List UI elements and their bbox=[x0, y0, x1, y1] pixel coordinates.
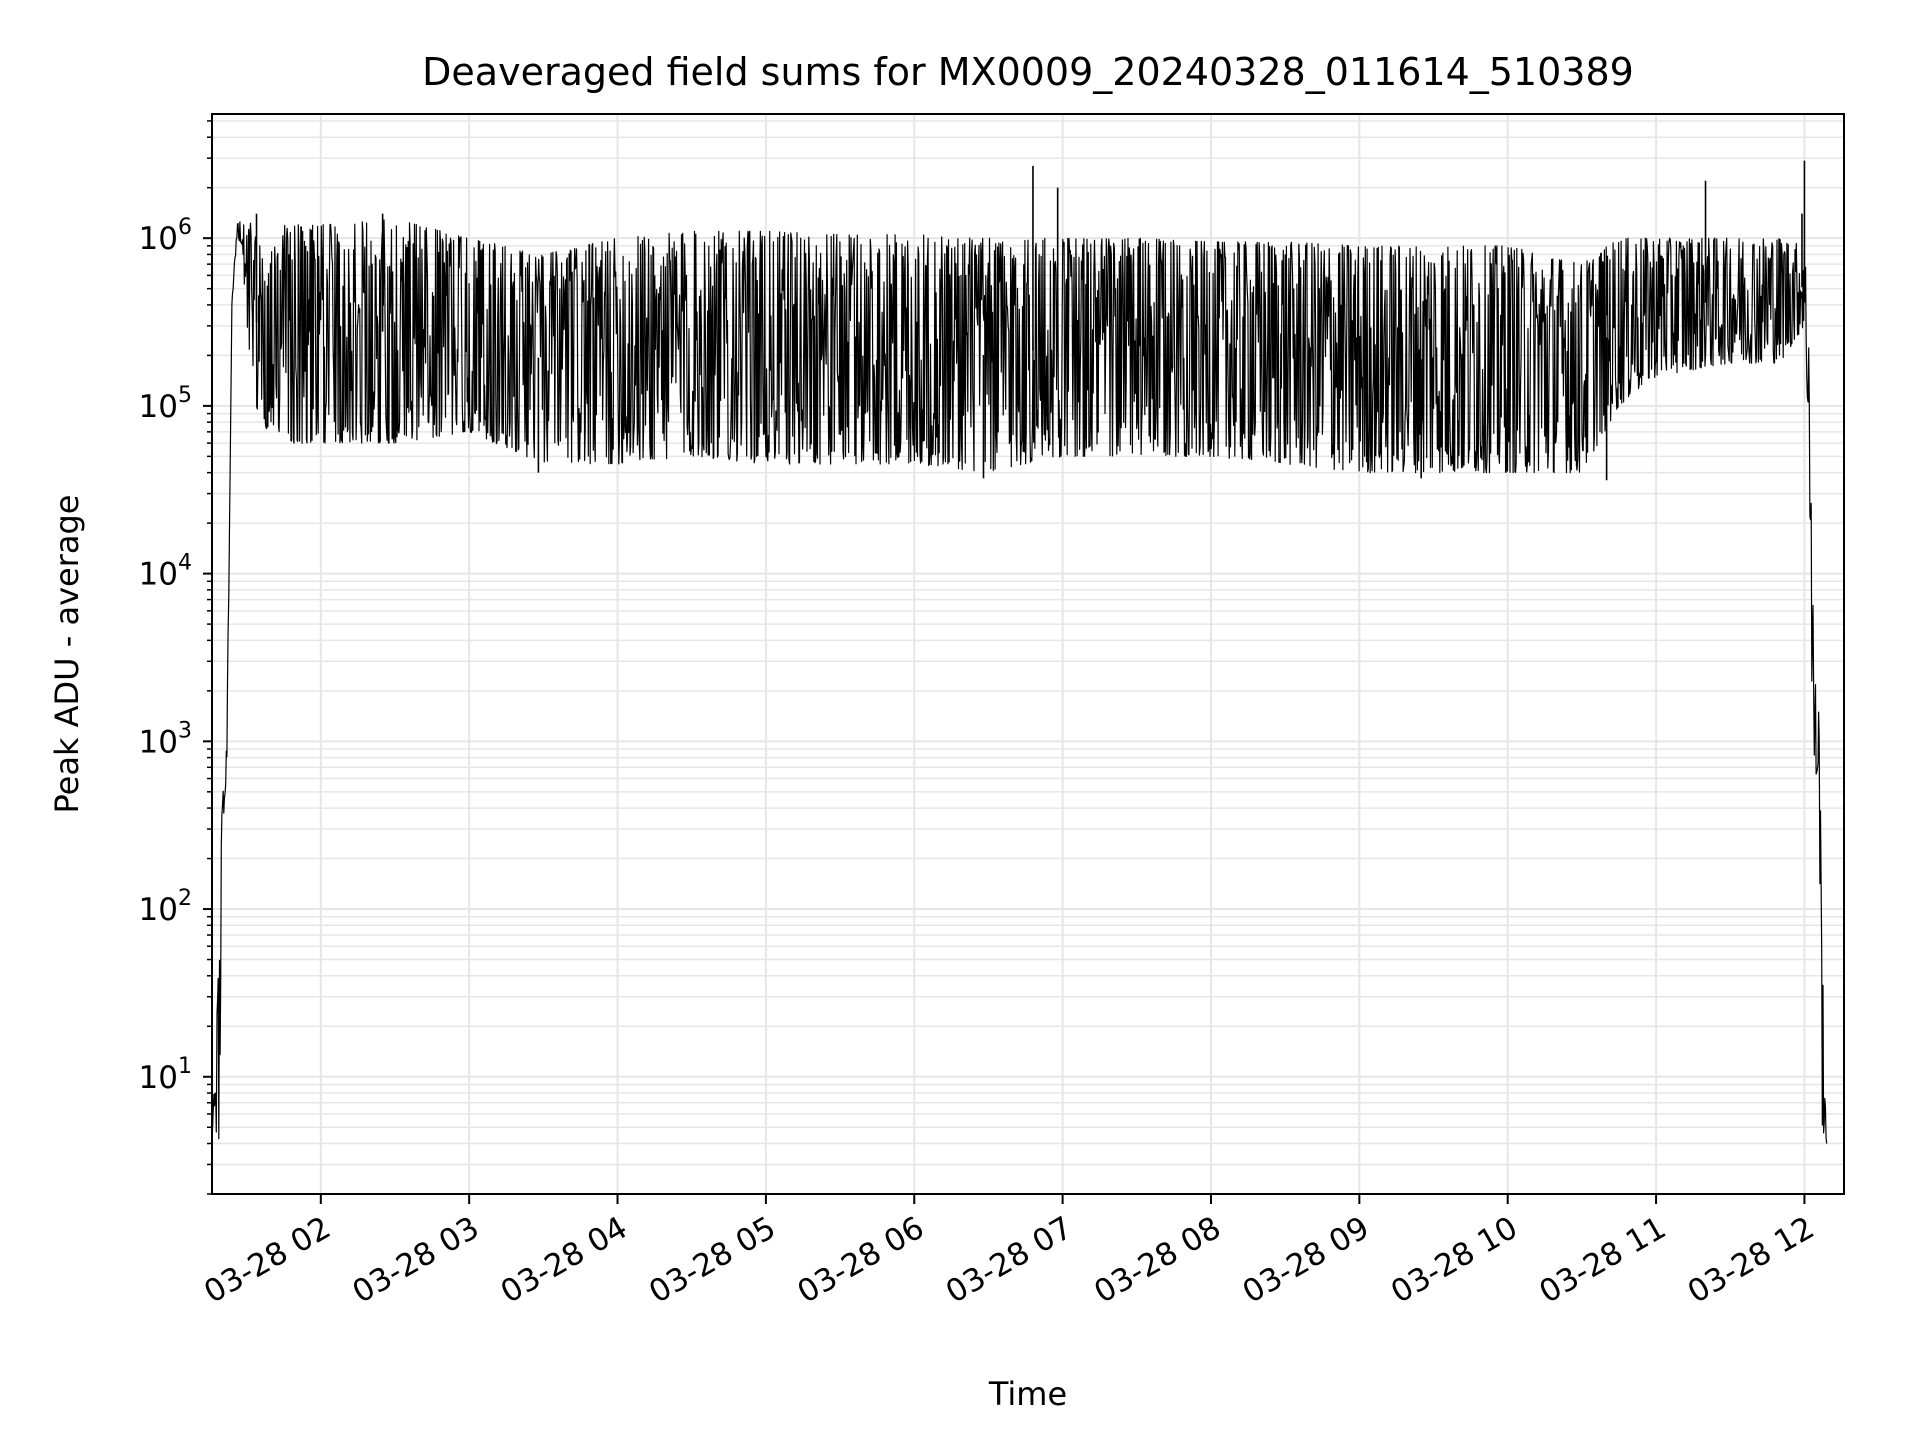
y-tick-base: 10 bbox=[139, 1060, 178, 1096]
y-tick-exponent: 4 bbox=[178, 551, 192, 576]
y-tick-base: 10 bbox=[139, 557, 178, 593]
y-tick-exponent: 5 bbox=[178, 383, 192, 408]
chart-title: Deaveraged field sums for MX0009_2024032… bbox=[422, 50, 1634, 94]
x-tick-label: 03-28 11 bbox=[1533, 1210, 1672, 1311]
x-axis-title: Time bbox=[988, 1375, 1067, 1413]
series-line bbox=[211, 219, 1828, 1144]
x-tick-label: 03-28 05 bbox=[643, 1210, 782, 1311]
x-tick-label: 03-28 07 bbox=[940, 1210, 1079, 1311]
y-tick-exponent: 2 bbox=[178, 886, 192, 911]
x-tick-label: 03-28 12 bbox=[1682, 1210, 1821, 1311]
data-series bbox=[211, 160, 1828, 1144]
y-tick-exponent: 3 bbox=[178, 718, 192, 743]
plot-frame bbox=[211, 113, 1845, 1195]
y-tick-base: 10 bbox=[139, 892, 178, 928]
x-tick-label: 03-28 10 bbox=[1385, 1210, 1524, 1311]
y-tick-label: 102 bbox=[139, 886, 192, 928]
y-tick-base: 10 bbox=[139, 724, 178, 760]
x-tick-label: 03-28 08 bbox=[1088, 1210, 1227, 1311]
y-tick-label: 104 bbox=[139, 551, 192, 593]
y-tick-label: 101 bbox=[139, 1054, 192, 1096]
y-axis-title: Peak ADU - average bbox=[48, 495, 86, 814]
y-tick-base: 10 bbox=[139, 389, 178, 425]
y-tick-label: 106 bbox=[139, 215, 192, 257]
x-tick-label: 03-28 09 bbox=[1237, 1210, 1376, 1311]
x-tick-label: 03-28 02 bbox=[198, 1210, 337, 1311]
x-tick-label: 03-28 06 bbox=[792, 1210, 931, 1311]
y-tick-exponent: 1 bbox=[178, 1054, 192, 1079]
x-tick-label: 03-28 04 bbox=[495, 1210, 634, 1311]
y-tick-label: 103 bbox=[139, 718, 192, 760]
y-tick-exponent: 6 bbox=[178, 215, 192, 240]
x-tick-label: 03-28 03 bbox=[346, 1210, 485, 1311]
y-tick-label: 105 bbox=[139, 383, 192, 425]
y-tick-base: 10 bbox=[139, 221, 178, 257]
